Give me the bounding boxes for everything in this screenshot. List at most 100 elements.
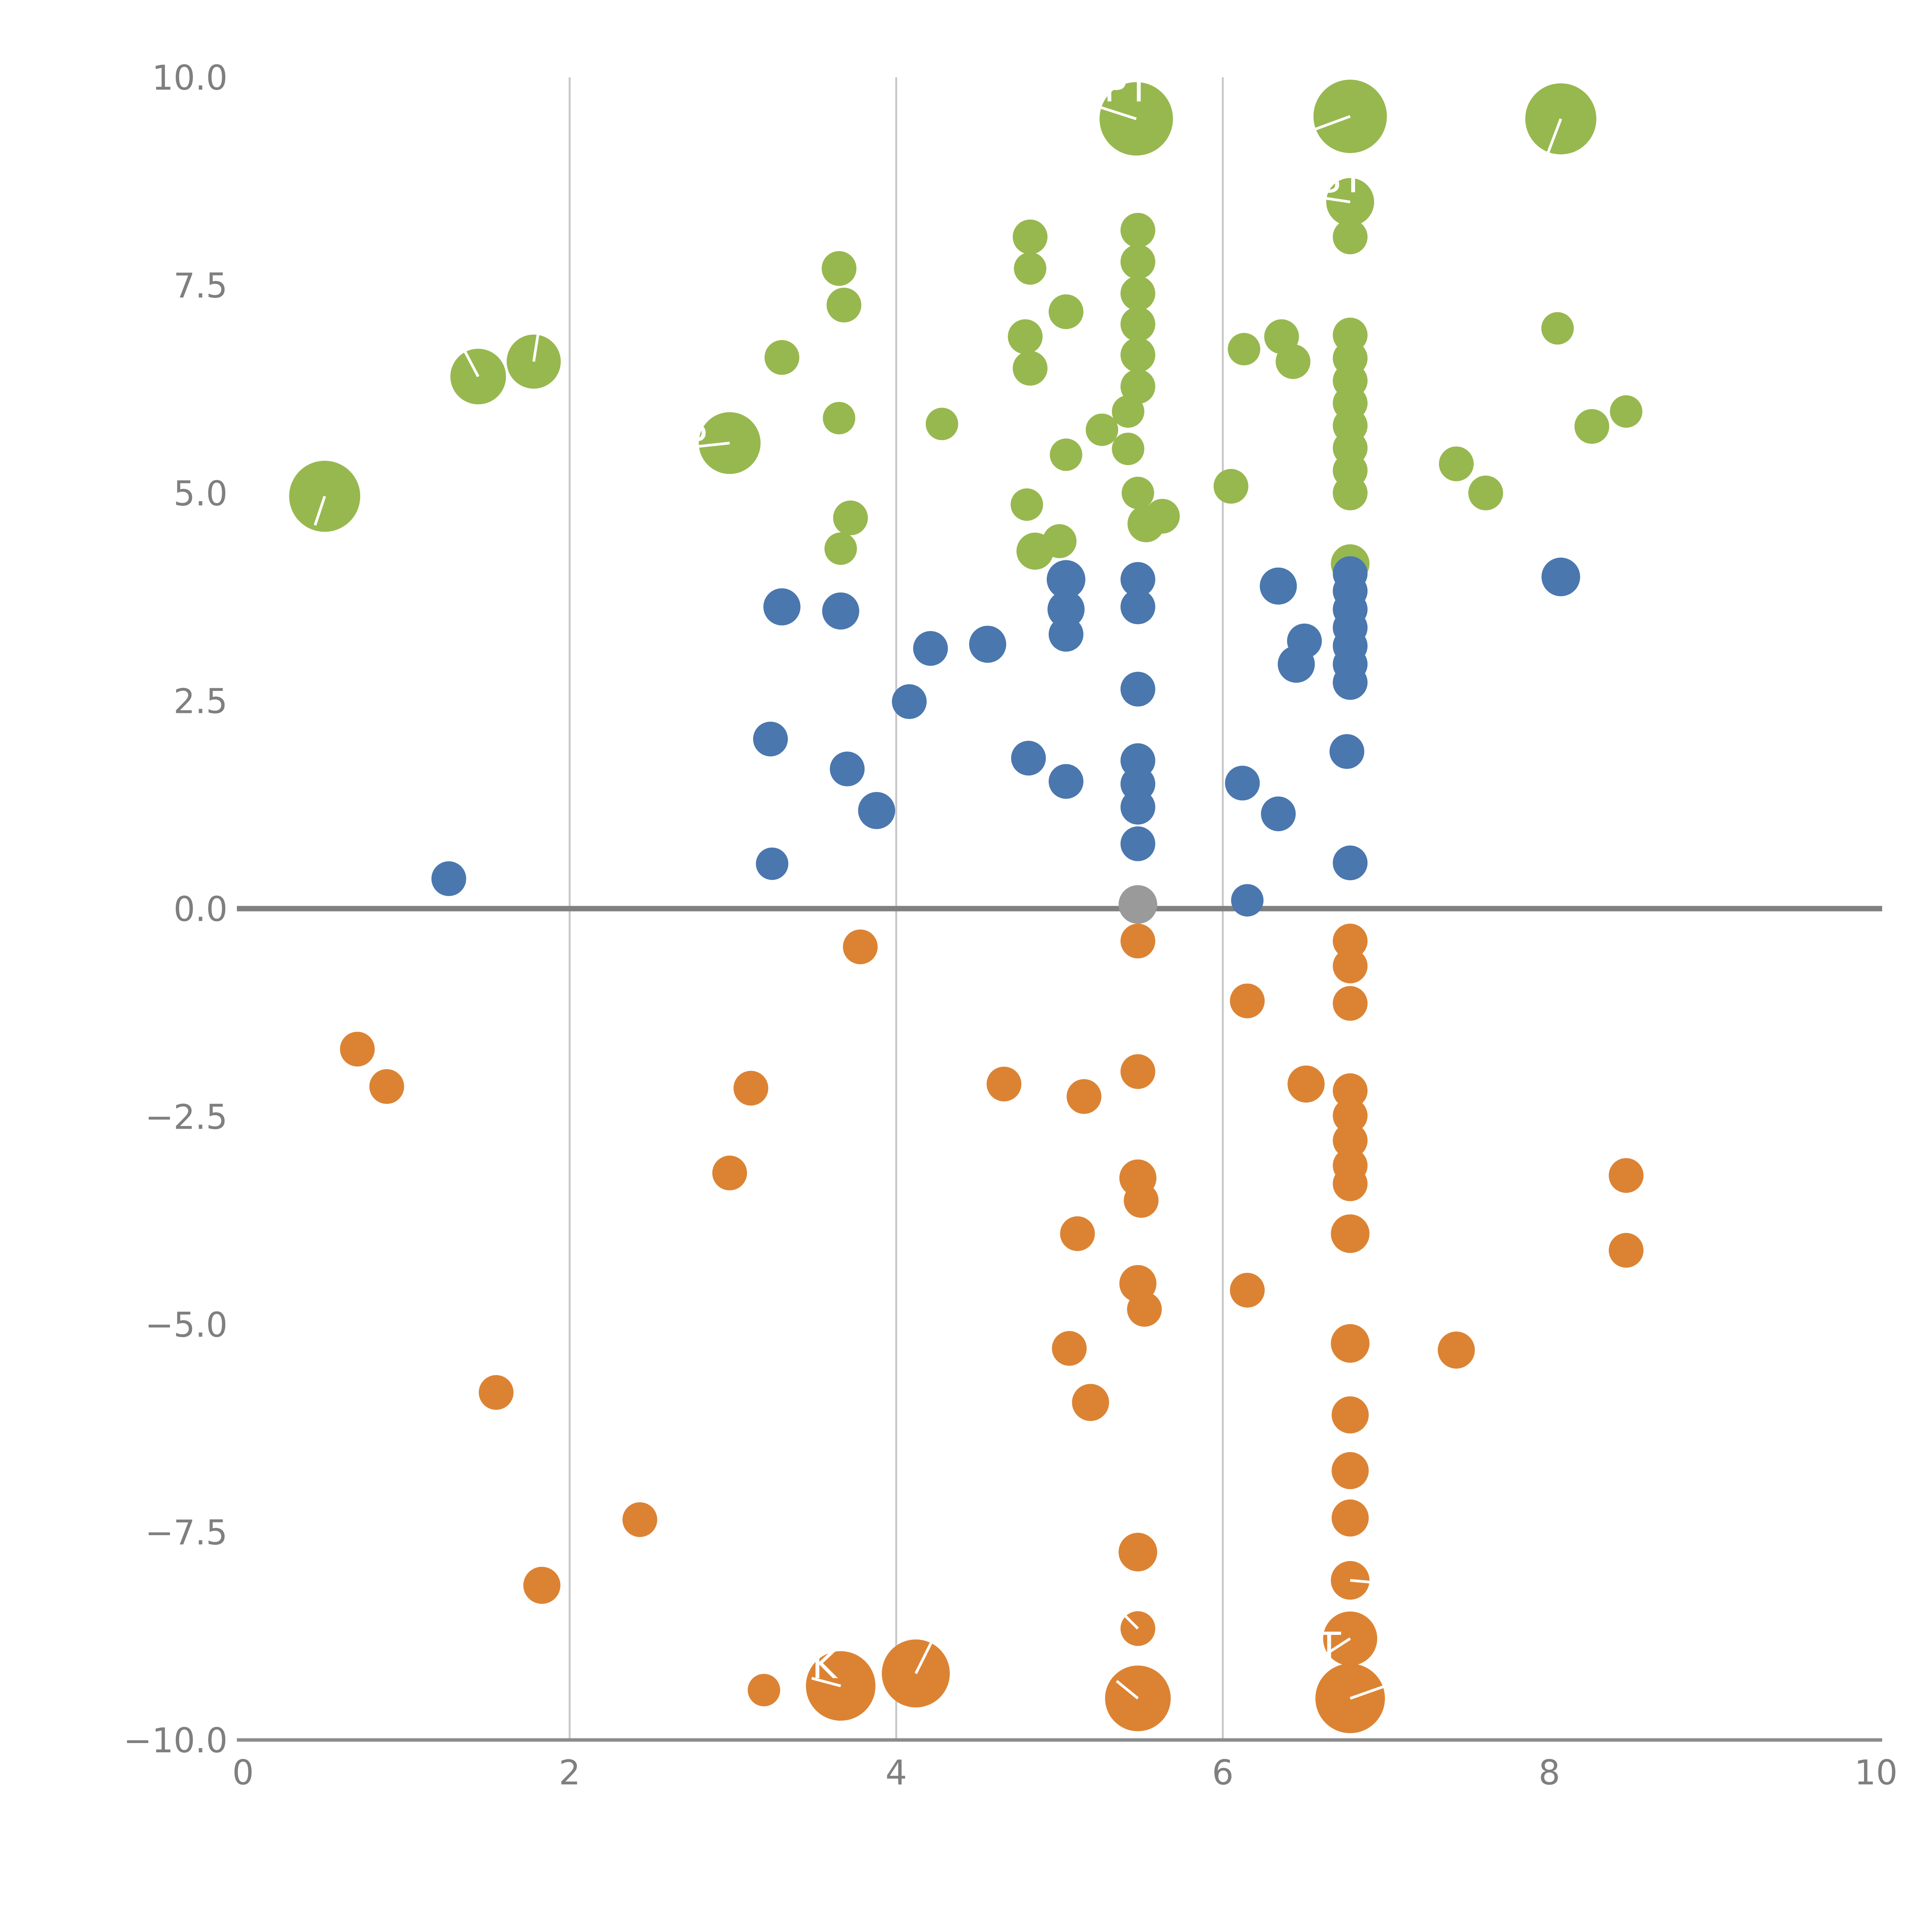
data-point xyxy=(1541,312,1574,345)
data-point xyxy=(1047,590,1085,628)
data-point xyxy=(1333,1073,1368,1108)
label-leader-line xyxy=(1082,100,1137,120)
data-point xyxy=(523,1566,561,1604)
point-label: P xyxy=(461,308,484,353)
data-point xyxy=(986,1066,1022,1102)
y-tick-label: 2.5 xyxy=(173,682,228,721)
label-leader-line xyxy=(1350,1579,1372,1584)
data-point xyxy=(1121,476,1154,509)
data-point xyxy=(1332,1499,1369,1537)
x-tick-label: 0 xyxy=(232,1753,254,1793)
data-point xyxy=(1043,524,1077,558)
data-point xyxy=(1333,1166,1368,1201)
data-point xyxy=(1011,741,1046,776)
data-point xyxy=(1332,1452,1369,1489)
data-point xyxy=(913,631,948,666)
data-point xyxy=(1120,1054,1155,1089)
label-leader-line xyxy=(313,496,326,526)
data-point xyxy=(892,684,927,719)
point-label: S xyxy=(539,289,564,334)
data-point xyxy=(824,532,857,565)
data-point xyxy=(1333,845,1368,881)
data-point xyxy=(821,251,857,286)
data-point xyxy=(1230,983,1265,1019)
data-point xyxy=(1276,344,1311,379)
data-point xyxy=(1120,337,1155,372)
data-point xyxy=(753,721,788,757)
labels-layer: P S PLP LPT OST MDX K H LT xyxy=(313,66,1623,1700)
data-point xyxy=(1261,796,1296,832)
x-tick-label: 2 xyxy=(559,1753,580,1793)
data-point xyxy=(450,349,506,405)
label-leader-line xyxy=(1316,1637,1351,1661)
data-point xyxy=(822,592,859,630)
data-point xyxy=(1333,219,1368,255)
data-point xyxy=(1049,438,1082,471)
y-tick-label: −10.0 xyxy=(123,1721,228,1760)
x-tick-label: 6 xyxy=(1212,1753,1234,1793)
data-point xyxy=(1437,1331,1475,1369)
y-tick-label: −7.5 xyxy=(145,1513,228,1553)
data-point xyxy=(479,1375,514,1410)
data-point xyxy=(1332,1396,1369,1434)
label-leader-line xyxy=(1313,115,1351,131)
data-point xyxy=(1120,244,1155,279)
data-point xyxy=(1127,1292,1162,1327)
data-point xyxy=(1231,884,1264,917)
data-point xyxy=(1118,1532,1157,1571)
point-label: T xyxy=(1317,1624,1341,1669)
x-tick-label: 4 xyxy=(885,1753,907,1793)
data-point xyxy=(1012,219,1048,255)
data-point xyxy=(1228,333,1260,366)
data-point xyxy=(1120,826,1155,861)
label-leader-line xyxy=(1114,1604,1139,1630)
data-point xyxy=(1048,294,1083,329)
data-point xyxy=(712,1155,747,1190)
data-point xyxy=(733,1071,769,1106)
x-tick-label: 10 xyxy=(1854,1753,1898,1793)
data-point xyxy=(369,1069,404,1104)
label-leader-line xyxy=(811,1677,841,1687)
y-tick-label: 5.0 xyxy=(173,474,228,514)
data-point xyxy=(1287,623,1322,658)
data-point xyxy=(1333,923,1368,959)
data-point xyxy=(1333,948,1368,983)
data-point xyxy=(1333,986,1368,1021)
data-point xyxy=(1120,923,1155,959)
data-point xyxy=(764,340,799,375)
data-point xyxy=(843,929,878,964)
data-point xyxy=(622,1502,657,1537)
data-point xyxy=(1118,885,1157,924)
data-point xyxy=(1331,1214,1370,1253)
label-leader-line xyxy=(1116,1680,1139,1700)
data-point xyxy=(1012,351,1048,386)
label-leader-line xyxy=(532,325,541,362)
label-leader-line xyxy=(459,343,480,378)
data-point xyxy=(1120,672,1155,707)
x-tick-label: 8 xyxy=(1539,1753,1560,1793)
data-point xyxy=(1124,1183,1159,1218)
y-tick-label: −2.5 xyxy=(145,1097,228,1137)
data-point xyxy=(1260,567,1297,605)
data-point xyxy=(1333,1098,1368,1133)
data-point xyxy=(1230,1273,1265,1308)
label-leader-line xyxy=(1350,1685,1384,1700)
point-label: LPT xyxy=(1082,66,1151,111)
data-point xyxy=(1213,469,1248,504)
data-point xyxy=(1468,475,1503,510)
data-point xyxy=(858,792,895,829)
data-point xyxy=(1072,1384,1109,1421)
data-point xyxy=(1333,665,1368,700)
data-point xyxy=(748,1673,781,1706)
data-point xyxy=(823,402,855,435)
data-point xyxy=(1120,589,1155,624)
point-label: L xyxy=(1371,1546,1393,1592)
data-point xyxy=(1085,413,1118,446)
data-point xyxy=(1225,765,1260,801)
data-point xyxy=(1610,395,1643,428)
data-point xyxy=(830,752,865,787)
data-point xyxy=(1048,617,1083,652)
data-point xyxy=(1541,558,1580,597)
